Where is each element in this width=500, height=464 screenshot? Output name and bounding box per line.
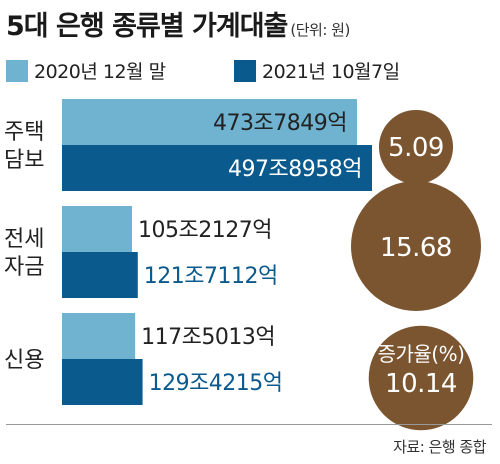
legend-item-2021: 2021년 10월7일: [234, 57, 400, 84]
baseline-rule: [6, 424, 492, 425]
bar-value-label: 105조2127억: [138, 218, 272, 243]
bar-value-label: 117조5013억: [141, 325, 275, 350]
bar: [62, 99, 357, 145]
category-label: 신용: [4, 348, 44, 373]
bar: [62, 252, 138, 298]
legend-item-2020: 2020년 12월 말: [6, 57, 166, 84]
category-label: 주택: [4, 120, 44, 145]
bar: [62, 145, 372, 191]
growth-rate-caption: 증가율(%): [378, 342, 465, 366]
legend-swatch-dark: [234, 59, 256, 82]
growth-rate-value: 10.14: [385, 369, 457, 399]
legend-label-2021: 2021년 10월7일: [262, 61, 400, 83]
category-label: 자금: [4, 255, 44, 280]
source-note: 자료: 은행 종합: [393, 438, 486, 456]
category-label: 전세: [4, 227, 44, 252]
chart-title: 5대 은행 종류별 가계대출: [6, 11, 288, 42]
growth-rate-value: 5.09: [388, 133, 444, 163]
category-label: 담보: [4, 148, 44, 173]
bar: [62, 359, 143, 405]
bar: [62, 313, 136, 359]
growth-bubble: [351, 181, 481, 311]
bar-value-label: 497조8958억: [228, 157, 362, 182]
legend-swatch-light: [6, 59, 28, 82]
legend-label-2020: 2020년 12월 말: [34, 61, 166, 83]
bar-value-label: 121조7112억: [144, 264, 278, 289]
bar-value-label: 129조4215억: [149, 371, 283, 396]
title-block: 5대 은행 종류별 가계대출 (단위: 원): [6, 4, 350, 43]
bar-value-label: 473조7849억: [213, 111, 347, 136]
growth-bubble: [368, 325, 474, 431]
growth-rate-value: 15.68: [380, 233, 452, 263]
bar: [62, 206, 132, 252]
unit-label: (단위: 원): [290, 21, 350, 39]
growth-bubble: [378, 109, 454, 185]
